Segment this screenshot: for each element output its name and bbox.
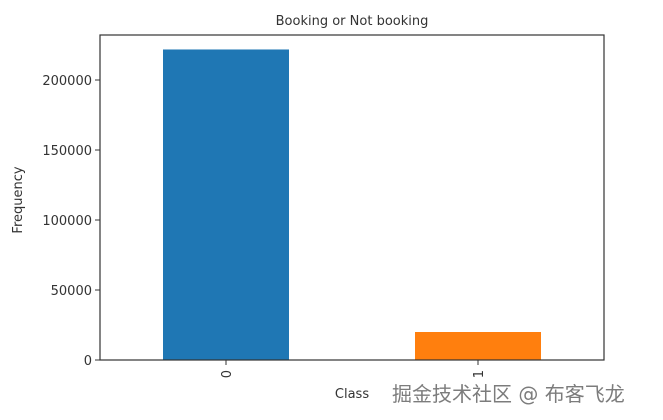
y-axis-label: Frequency xyxy=(11,166,26,233)
y-tick-label: 200000 xyxy=(42,74,92,89)
x-tick-label: 1 xyxy=(472,370,487,378)
x-axis-label: Class xyxy=(335,387,369,402)
plot-frame xyxy=(99,34,605,361)
x-tick-label: 0 xyxy=(220,370,235,378)
bar-1 xyxy=(415,332,541,360)
watermark: 掘金技术社区 @ 布客飞龙 xyxy=(392,382,625,406)
y-tick-label: 100000 xyxy=(42,214,92,229)
y-tick-label: 150000 xyxy=(42,144,92,159)
y-tick-label: 0 xyxy=(84,354,92,369)
bar-0 xyxy=(163,49,289,360)
chart-title: Booking or Not booking xyxy=(276,14,429,29)
y-tick-label: 50000 xyxy=(51,284,92,299)
